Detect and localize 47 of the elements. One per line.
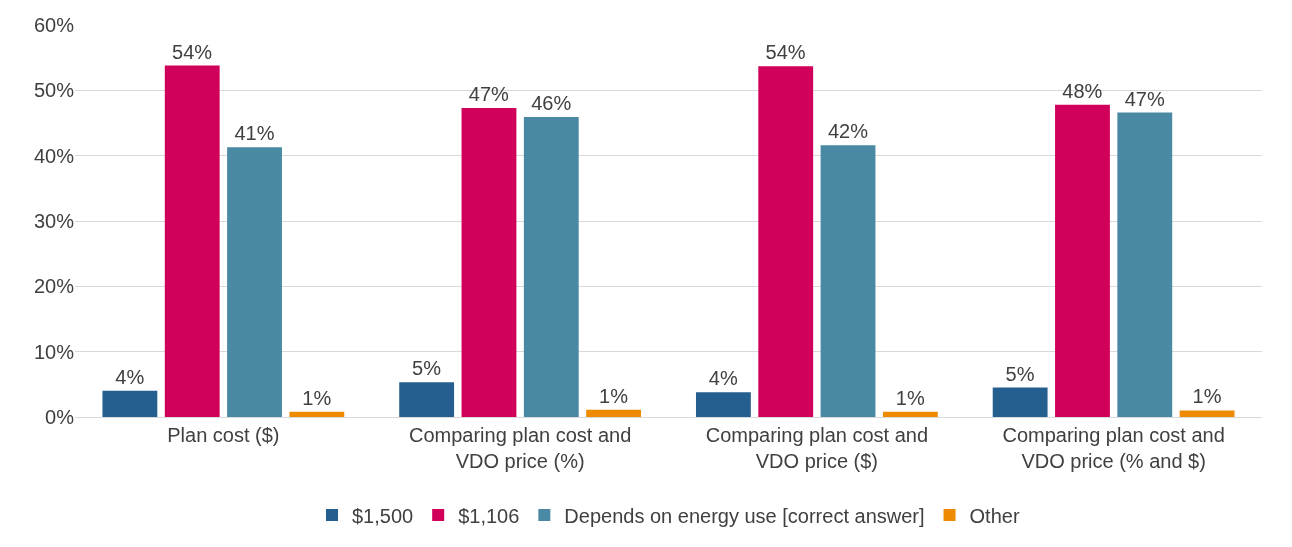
data-label: 54% (172, 40, 213, 63)
bar (461, 107, 517, 417)
data-label: 4% (708, 367, 738, 390)
y-tick-label: 50% (33, 79, 75, 102)
x-tick-label: Comparing plan cost and VDO price (%) (408, 424, 632, 472)
bar (820, 145, 876, 417)
bar (399, 382, 455, 417)
bar (164, 65, 220, 417)
y-tick-label: 0% (45, 406, 75, 428)
bar (695, 392, 751, 417)
bar (1055, 104, 1110, 417)
data-label: 41% (234, 122, 275, 145)
y-tick-label: 20% (33, 275, 75, 298)
data-label: 48% (1062, 79, 1103, 102)
bar (882, 411, 938, 417)
data-label: 46% (531, 92, 572, 115)
data-label: 1% (1192, 385, 1222, 408)
y-tick-label: 10% (33, 340, 75, 363)
data-label: 47% (468, 82, 510, 105)
bar (758, 66, 814, 417)
data-label: 5% (412, 357, 442, 380)
data-label: 47% (1124, 87, 1165, 110)
data-label: 1% (895, 386, 925, 409)
bar (289, 411, 345, 417)
x-tick-label: Comparing plan cost and VDO price (% and $) (1002, 424, 1225, 472)
legend-label: $1,106 (458, 504, 520, 527)
data-label: 54% (765, 41, 806, 64)
data-label: 5% (1005, 362, 1035, 385)
bar (992, 387, 1048, 417)
y-tick-label: 60% (33, 14, 75, 36)
x-tick-label: Comparing plan cost and VDO price ($) (705, 424, 929, 472)
data-label: 4% (115, 365, 145, 388)
bar (1117, 112, 1173, 417)
legend-label: Depends on energy use [correct answer] (564, 504, 925, 527)
y-tick-label: 40% (33, 144, 75, 167)
legend-label: Other (969, 504, 1020, 527)
bar (102, 390, 158, 417)
data-label: 1% (302, 386, 332, 409)
legend-label: $1,500 (352, 504, 414, 527)
data-label: 42% (827, 120, 869, 143)
bar (523, 117, 579, 417)
x-tick-label: Plan cost ($) (167, 424, 280, 446)
y-tick-label: 30% (33, 210, 75, 232)
data-label: 1% (599, 384, 629, 407)
bar (227, 147, 282, 417)
bar (586, 409, 642, 417)
bar (1179, 410, 1235, 417)
